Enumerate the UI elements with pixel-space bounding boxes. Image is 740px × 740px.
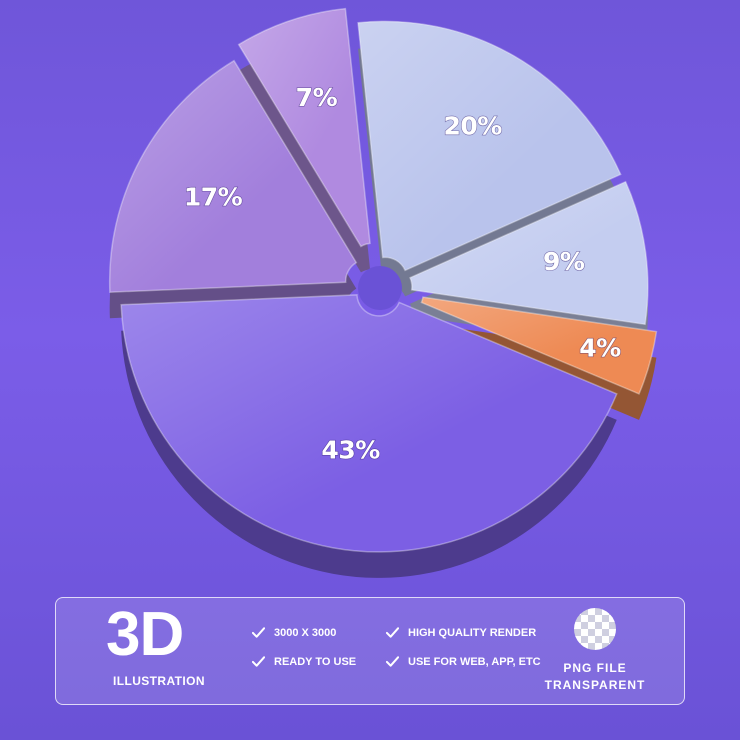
feature-label: HIGH QUALITY RENDER bbox=[408, 626, 537, 639]
pie-slice-highlight bbox=[121, 294, 617, 552]
feature-label: USE FOR WEB, APP, ETC bbox=[408, 655, 541, 668]
slice-label: 17% bbox=[184, 183, 243, 212]
info-banner: 3D ILLUSTRATION 3000 X 3000 HIGH QUALITY… bbox=[55, 597, 685, 705]
slice-label: 20% bbox=[444, 111, 503, 140]
feature-ready: READY TO USE bbox=[252, 655, 356, 668]
pie-slice-highlight bbox=[421, 297, 657, 394]
pie-slice-highlight bbox=[238, 8, 371, 247]
feature-resolution: 3000 X 3000 bbox=[252, 626, 336, 639]
check-icon bbox=[252, 656, 265, 667]
slice-label: 7% bbox=[296, 83, 338, 112]
check-icon bbox=[386, 627, 399, 638]
slice-label: 43% bbox=[321, 435, 380, 464]
feature-usage: USE FOR WEB, APP, ETC bbox=[386, 655, 541, 668]
file-type-label: PNG FILE TRANSPARENT bbox=[534, 660, 656, 694]
banner-title: 3D bbox=[106, 600, 184, 669]
pie-labels: 20% 9% 4% 43% 17% 7% bbox=[183, 82, 622, 464]
transparency-checkerboard-icon bbox=[574, 608, 616, 650]
feature-quality: HIGH QUALITY RENDER bbox=[386, 626, 536, 639]
pie-center-hole bbox=[358, 266, 402, 310]
pie-slices bbox=[108, 7, 658, 553]
file-type-line2: TRANSPARENT bbox=[544, 678, 646, 692]
pie-slice-highlight bbox=[109, 60, 357, 293]
pie-slice-highlight bbox=[410, 181, 648, 325]
file-type-line1: PNG FILE bbox=[563, 661, 627, 675]
pie-slice-highlight bbox=[358, 21, 621, 271]
pie-chart: 20% 9% 4% 43% 17% 7% bbox=[108, 7, 658, 578]
check-icon bbox=[252, 627, 265, 638]
feature-label: READY TO USE bbox=[274, 655, 357, 668]
check-icon bbox=[386, 656, 399, 667]
slice-label: 4% bbox=[579, 333, 621, 362]
slice-label: 9% bbox=[543, 247, 585, 276]
banner-subtitle: ILLUSTRATION bbox=[113, 674, 205, 688]
feature-label: 3000 X 3000 bbox=[274, 626, 337, 639]
